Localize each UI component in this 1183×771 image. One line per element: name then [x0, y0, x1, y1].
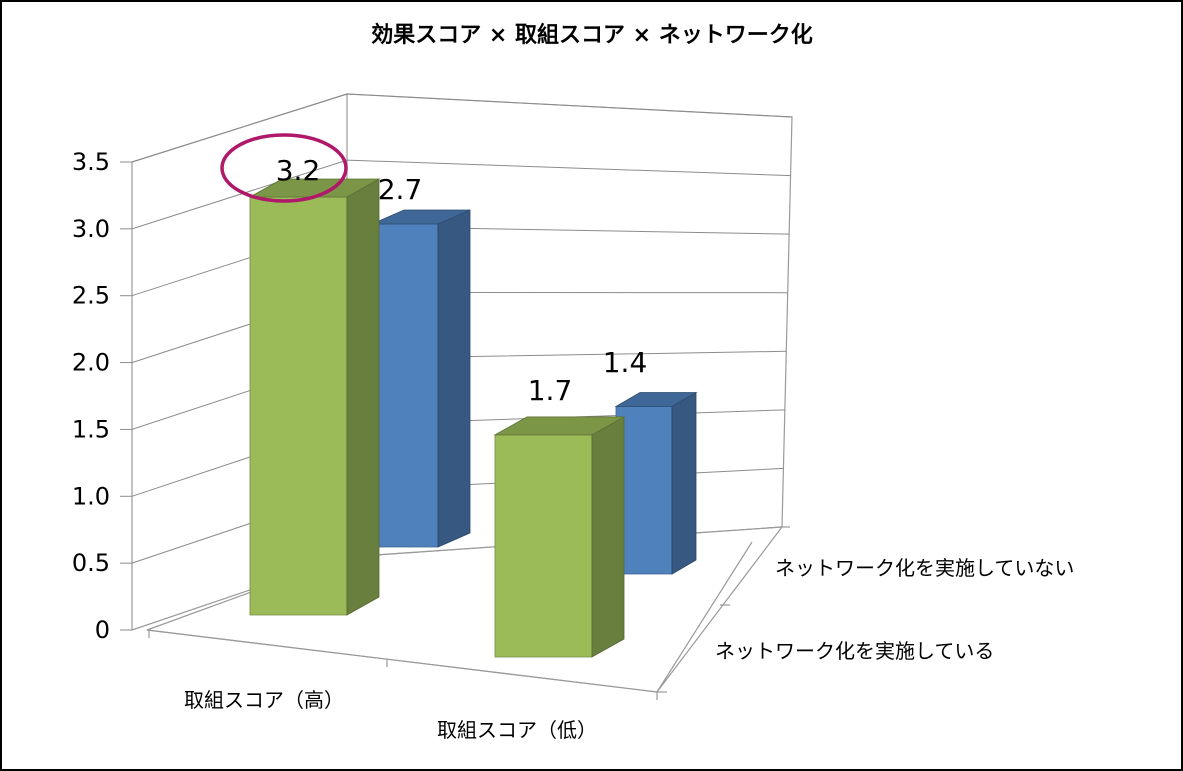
- y-tick-label: 1.5: [72, 415, 110, 443]
- category-label: 取組スコア（低）: [437, 718, 597, 742]
- data-label: 2.7: [378, 173, 423, 206]
- bar-front-face: [494, 434, 593, 658]
- bar-networked-1: [493, 416, 626, 658]
- data-label: 3.2: [276, 154, 321, 187]
- series-label: ネットワーク化を実施していない: [775, 556, 1074, 580]
- series-label: ネットワーク化を実施している: [715, 639, 994, 663]
- depth-axis-line: [656, 541, 753, 693]
- y-tick-label: 2.5: [72, 282, 110, 310]
- chart-bars: [248, 178, 698, 658]
- bar-top-face: [614, 392, 698, 407]
- gridline: [131, 159, 791, 230]
- bar-side-face: [437, 209, 471, 548]
- x-axis-line: [146, 629, 658, 693]
- y-tick-label: 3.5: [72, 148, 110, 176]
- bar-side-face: [346, 178, 380, 616]
- y-tick-label: 3.0: [72, 215, 110, 243]
- data-label: 1.4: [603, 346, 648, 379]
- chart-data-labels: 2.7 1.4 3.2 1.7: [220, 133, 648, 407]
- bar-side-face: [591, 416, 625, 658]
- bar-front-face: [371, 223, 439, 548]
- category-axis: 取組スコア（高） 取組スコア（低） ネットワーク化を実施している ネットワーク化を実施…: [146, 526, 1074, 742]
- bar-networked-0: [248, 178, 381, 616]
- bar-not-networked-1: [614, 391, 698, 575]
- bar-top-face: [371, 209, 471, 225]
- category-label: 取組スコア（高）: [184, 688, 344, 712]
- y-tick-label: 0: [95, 616, 110, 644]
- chart-title: 効果スコア × 取組スコア × ネットワーク化: [371, 22, 813, 48]
- highlight-ellipse: [220, 133, 348, 203]
- bar-side-face: [671, 391, 697, 575]
- y-tick-label: 2.0: [72, 349, 110, 377]
- bar-front-face: [249, 196, 348, 616]
- bar-not-networked-0: [371, 209, 471, 548]
- data-label: 1.7: [528, 374, 573, 407]
- y-axis-ticks: 0 0.5 1.0 1.5 2.0 2.5 3.0 3.5: [72, 148, 132, 644]
- y-tick-label: 0.5: [72, 549, 110, 577]
- y-tick-label: 1.0: [72, 482, 110, 510]
- bar-top-face: [493, 416, 626, 436]
- gridline: [131, 93, 793, 163]
